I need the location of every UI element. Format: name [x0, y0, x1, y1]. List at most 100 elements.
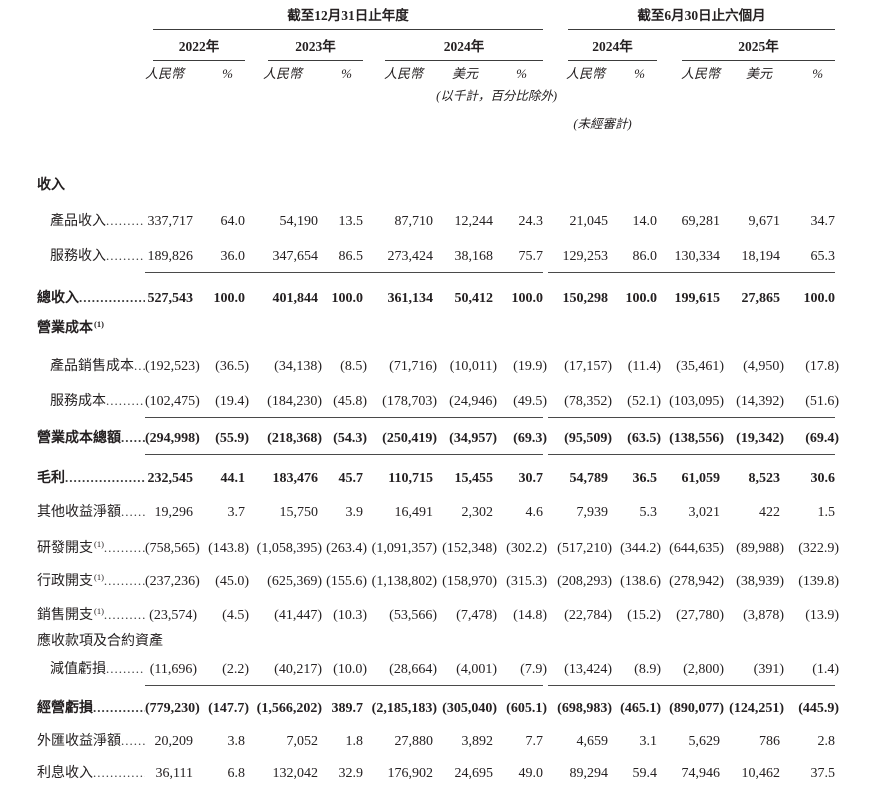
value-cell: 132,042	[272, 766, 319, 782]
row-label: 外匯收益淨額..................................…	[35, 724, 145, 757]
interim-2024-label: 2024年	[568, 39, 657, 61]
table-row: 收入	[35, 178, 835, 201]
value-cell: (278,942)	[669, 574, 724, 590]
value-cell: 786	[759, 734, 780, 750]
value-cell: (445.9)	[798, 701, 840, 717]
value-cell	[145, 178, 193, 201]
value-cell: 89,294	[569, 766, 609, 782]
value-cell: (19,342)	[720, 417, 784, 455]
value-cell: 5.3	[639, 505, 658, 521]
value-cell: (28,664)	[363, 657, 437, 686]
value-cell: (263.4)	[326, 541, 367, 557]
value-cell: 13.5	[338, 214, 364, 230]
dot-leader: ........................................…	[79, 291, 145, 306]
row-label-text: 應收款項及合約資產	[37, 634, 163, 650]
value-cell: (13,424)	[548, 657, 612, 686]
value-cell: (4,001)	[433, 657, 497, 686]
table-row: 服務成本....................................…	[35, 382, 839, 418]
dot-leader: ........................................…	[103, 608, 145, 623]
value-cell	[780, 631, 835, 657]
table-row: 營業成本 (1)	[35, 314, 835, 344]
unaudited-note: (未經審計)	[573, 117, 632, 131]
value-cell	[245, 631, 318, 657]
value-cell: 189,826	[145, 237, 193, 273]
value-cell: 44.1	[220, 471, 246, 487]
table-row: 經營虧損....................................…	[35, 685, 840, 724]
value-cell: 20,209	[154, 734, 194, 750]
value-cell: (63.5)	[608, 417, 661, 455]
value-cell: 527,543	[147, 291, 194, 307]
table-row: 研發開支(1).................................…	[35, 528, 840, 564]
row-label-text: 毛利	[37, 471, 65, 487]
table-row: 產品收入....................................…	[35, 201, 835, 237]
value-cell: (40,217)	[245, 657, 322, 686]
value-cell: 65.3	[780, 237, 836, 273]
value-cell: (698,983)	[557, 701, 612, 717]
value-cell: (124,251)	[729, 701, 784, 717]
value-cell: 10,462	[741, 766, 781, 782]
value-cell: 50,412	[454, 291, 494, 307]
value-cell: (103,095)	[657, 382, 724, 418]
value-cell: (45.8)	[318, 382, 367, 418]
value-cell: (53,566)	[389, 608, 437, 624]
value-cell: (45.0)	[215, 574, 249, 590]
value-cell: (322.9)	[798, 541, 840, 557]
value-cell: (155.6)	[326, 574, 367, 590]
value-cell: 2,302	[461, 505, 494, 521]
value-cell: (2.2)	[193, 657, 249, 686]
value-cell: (27,780)	[676, 608, 724, 624]
value-cell: 1.8	[345, 734, 364, 750]
dot-leader: ........................................…	[121, 505, 145, 520]
value-cell: (465.1)	[620, 701, 661, 717]
value-cell: (138.6)	[620, 574, 661, 590]
value-cell: (237,236)	[145, 574, 200, 590]
section-label: 營業成本 (1)	[37, 319, 104, 337]
value-cell: (208,293)	[557, 574, 612, 590]
col-header-2023-pct: %	[341, 66, 352, 82]
value-cell: 361,134	[387, 291, 434, 307]
value-cell: 3,021	[688, 505, 721, 521]
interim-2025-label: 2025年	[682, 39, 836, 61]
value-cell: (218,368)	[245, 417, 322, 455]
value-cell: 36.5	[632, 471, 658, 487]
value-cell	[433, 631, 493, 657]
row-label: 經營虧損....................................…	[35, 685, 145, 724]
value-cell: 86.5	[318, 237, 363, 273]
year-2024-label: 2024年	[385, 39, 543, 61]
value-cell: 15,455	[454, 471, 494, 487]
currency-header-row: 人民幣 % 人民幣 % 人民幣 美元 % 人民幣 % 人民幣 美元 %	[35, 61, 835, 89]
value-cell: (35,461)	[676, 359, 724, 375]
value-cell	[433, 178, 493, 201]
value-cell	[548, 314, 608, 344]
value-cell: (55.9)	[193, 417, 249, 455]
row-label-text: 收入	[37, 178, 65, 194]
value-cell	[245, 314, 318, 344]
value-cell: (890,077)	[669, 701, 724, 717]
dot-leader: ........................................…	[121, 431, 145, 446]
row-label: 減值虧損....................................…	[35, 657, 145, 685]
value-cell: 401,844	[272, 291, 319, 307]
row-label-text: 經營虧損	[37, 701, 93, 717]
value-cell: (54.3)	[318, 417, 367, 455]
col-header-2022-pct: %	[222, 66, 233, 82]
value-cell	[193, 314, 245, 344]
table-row: 行政開支(1).................................…	[35, 564, 839, 597]
value-cell: 37.5	[810, 766, 836, 782]
value-cell	[608, 631, 657, 657]
value-cell: (89,988)	[736, 541, 784, 557]
col-header-h2025-pct: %	[812, 66, 824, 82]
value-cell: (158,970)	[442, 574, 497, 590]
value-cell: (305,040)	[442, 701, 497, 717]
row-label-text: 服務收入	[50, 249, 106, 265]
row-label-text: 行政開支	[37, 574, 93, 590]
value-cell: 36.0	[193, 237, 245, 273]
row-label: 行政開支(1).................................…	[35, 564, 145, 597]
value-cell: 7,939	[576, 505, 609, 521]
value-cell: (17.8)	[805, 359, 840, 375]
value-cell: 49.0	[518, 766, 544, 782]
year-header-row: 2022年 2023年 2024年 2024年 2025年	[35, 30, 836, 61]
value-cell: (184,230)	[245, 382, 322, 418]
value-cell: 27,865	[741, 291, 781, 307]
value-cell	[493, 631, 543, 657]
value-cell: (22,784)	[564, 608, 612, 624]
